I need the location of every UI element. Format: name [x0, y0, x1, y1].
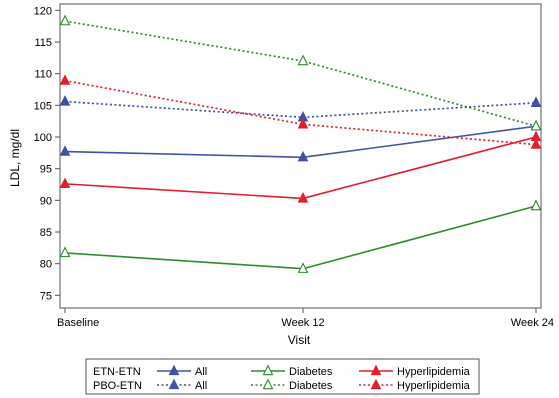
- y-axis: 75 80 85 90 95 100 105 110 115 120: [34, 5, 60, 302]
- series-line: [64, 79, 537, 146]
- series-pbo-etn-hyperlipidemia: [59, 74, 542, 149]
- legend-box: [85, 358, 480, 395]
- legend-series-label: All: [195, 380, 207, 392]
- legend-swatch-marker: [262, 364, 274, 376]
- data-point-marker: [59, 95, 71, 106]
- x-axis: Baseline Week 12 Week 24: [57, 308, 554, 329]
- data-point-marker: [530, 96, 542, 107]
- data-point-marker: [297, 192, 309, 203]
- series-line: [64, 100, 537, 119]
- data-point-marker: [59, 177, 71, 189]
- data-point-marker: [59, 74, 71, 85]
- data-point-marker: [59, 246, 71, 258]
- legend-series-label: Diabetes: [289, 380, 333, 392]
- y-tick-label: 90: [40, 195, 52, 207]
- data-point-marker: [297, 117, 309, 129]
- y-axis-title: LDL, mg/dl: [8, 129, 22, 187]
- series-pbo-etn-diabetes: [59, 14, 542, 131]
- legend: ETN-ETN All Diabetes Hyperlipidemia PBO-ETN A…: [85, 358, 480, 395]
- data-point-marker: [530, 119, 542, 131]
- legend-series-label: Diabetes: [289, 366, 333, 378]
- legend-series-label: Hyperlipidemia: [397, 380, 471, 392]
- legend-swatch-marker: [262, 378, 274, 390]
- y-tick-label: 110: [34, 69, 52, 81]
- data-point-marker: [59, 14, 71, 26]
- y-tick-label: 85: [40, 227, 52, 239]
- series-pbo-etn-all: [59, 95, 542, 122]
- y-tick-label: 115: [34, 37, 52, 49]
- data-point-marker: [530, 138, 542, 149]
- y-tick-label: 80: [40, 259, 52, 271]
- y-tick-label: 120: [34, 5, 52, 17]
- plot-border: [59, 3, 542, 309]
- y-tick-label: 105: [34, 100, 52, 112]
- legend-series-label: All: [195, 366, 207, 378]
- legend-swatch-marker: [168, 378, 180, 390]
- data-point-marker: [297, 262, 309, 273]
- x-axis-title: Visit: [288, 333, 311, 347]
- legend-group-label: PBO-ETN: [93, 380, 142, 392]
- y-tick-label: 100: [34, 132, 52, 144]
- series-layer: [59, 14, 542, 273]
- series-line: [64, 136, 537, 200]
- series-etn-etn-diabetes: [59, 199, 542, 273]
- plot-frame: [59, 3, 542, 309]
- y-tick-label: 75: [40, 290, 52, 302]
- y-tick-label: 95: [40, 164, 52, 176]
- series-etn-etn-hyperlipidemia: [59, 130, 542, 203]
- legend-series-label: Hyperlipidemia: [397, 366, 471, 378]
- legend-group-label: ETN-ETN: [93, 366, 141, 378]
- data-point-marker: [297, 54, 309, 66]
- series-line: [64, 20, 537, 128]
- series-line: [64, 125, 537, 159]
- data-point-marker: [530, 199, 542, 211]
- data-point-marker: [59, 145, 71, 156]
- x-tick-label: Week 24: [511, 317, 554, 329]
- legend-swatch-marker: [370, 364, 382, 376]
- x-tick-label: Baseline: [57, 317, 99, 329]
- x-tick-label: Week 12: [281, 317, 324, 329]
- data-point-marker: [297, 150, 309, 162]
- legend-swatch-marker: [168, 364, 180, 376]
- legend-swatch-marker: [370, 378, 382, 390]
- series-line: [64, 205, 537, 270]
